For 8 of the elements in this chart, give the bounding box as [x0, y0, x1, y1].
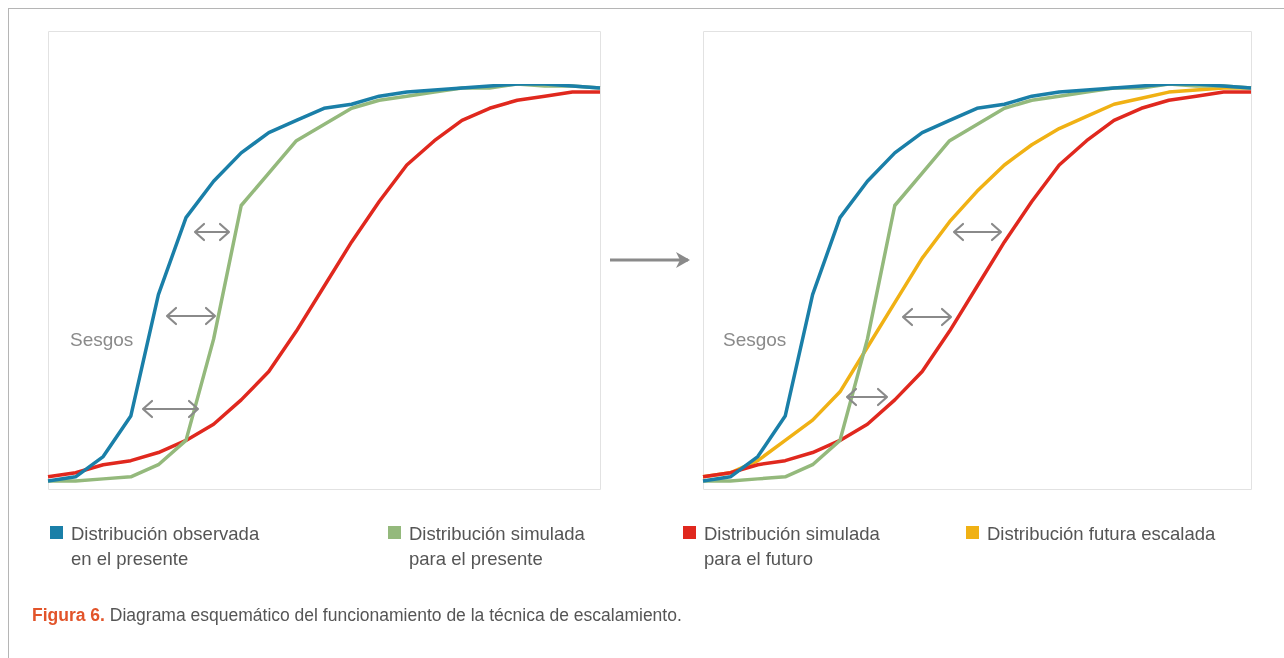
legend-label: Distribución observada en el presente [71, 522, 261, 571]
annotation: Sesgos [70, 329, 134, 351]
text: Diagrama esquemático del funcionamiento de la técnica de escalamiento. [109, 605, 682, 625]
legend-label: Distribución futura escalada [987, 522, 1217, 546]
annotation: Sesgos [723, 329, 787, 351]
legend-label: Distribución simulada para el presente [409, 522, 586, 571]
text: Figura 6. [32, 605, 105, 625]
legend-label: Distribución simulada para el futuro [704, 522, 881, 571]
